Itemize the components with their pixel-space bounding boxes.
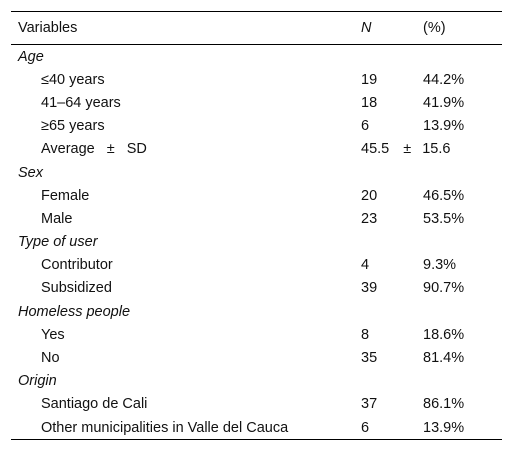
row-pct: 53.5% xyxy=(423,210,465,227)
row-label: ≥65 years xyxy=(41,118,105,135)
average-row: Average ± SD 45.5 ±15.6 xyxy=(11,138,502,161)
group-label: Sex xyxy=(18,164,43,181)
row-pct: 90.7% xyxy=(423,280,465,297)
group-label: Origin xyxy=(18,373,57,390)
row-n: 20 xyxy=(361,187,378,204)
row-pct: 86.1% xyxy=(423,396,465,413)
row-label: No xyxy=(41,350,60,367)
group-row-sex: Sex xyxy=(11,161,502,184)
sd-value: 15.6 xyxy=(422,141,451,158)
row-pct: 13.9% xyxy=(423,118,465,135)
row-n: 19 xyxy=(361,71,378,88)
table-row: Contributor 4 9.3% xyxy=(11,254,502,277)
row-n: 6 xyxy=(361,419,370,436)
group-label: Homeless people xyxy=(18,303,131,320)
table-row: ≤40 years 19 44.2% xyxy=(11,68,502,91)
row-pct: 41.9% xyxy=(423,94,465,111)
row-pct: 46.5% xyxy=(423,187,465,204)
group-row-homeless-people: Homeless people xyxy=(11,300,502,323)
row-label: 41–64 years xyxy=(41,94,121,111)
header-row: Variables N (%) xyxy=(11,11,502,45)
average-label-cell: Average ± SD xyxy=(11,138,361,161)
table-row: Santiago de Cali 37 86.1% xyxy=(11,393,502,416)
row-label: ≤40 years xyxy=(41,71,105,88)
table-row: ≥65 years 6 13.9% xyxy=(11,115,502,138)
table-header: Variables N (%) xyxy=(11,11,502,45)
row-pct: 81.4% xyxy=(423,350,465,367)
table-row: No 35 81.4% xyxy=(11,346,502,369)
table-row: 41–64 years 18 41.9% xyxy=(11,91,502,114)
row-pct: 9.3% xyxy=(423,257,457,274)
row-label: Male xyxy=(41,210,73,227)
table-row: Subsidized 39 90.7% xyxy=(11,277,502,300)
group-row-type-of-user: Type of user xyxy=(11,231,502,254)
average-value-cell: 45.5 ±15.6 xyxy=(361,138,502,161)
demographics-table: Variables N (%) Age ≤40 years 19 44.2% 4… xyxy=(11,11,502,440)
demographics-table-container: Variables N (%) Age ≤40 years 19 44.2% 4… xyxy=(11,11,502,440)
table-row: Other municipalities in Valle del Cauca … xyxy=(11,416,502,440)
average-value: 45.5 xyxy=(361,141,390,158)
group-label: Age xyxy=(18,48,44,65)
plus-minus-sign: ± xyxy=(106,141,115,158)
header-variables: Variables xyxy=(18,20,78,36)
row-label: Contributor xyxy=(41,257,113,274)
group-row-age: Age xyxy=(11,45,502,69)
table-row: Yes 8 18.6% xyxy=(11,323,502,346)
table-row: Female 20 46.5% xyxy=(11,184,502,207)
group-row-origin: Origin xyxy=(11,370,502,393)
row-label: Other municipalities in Valle del Cauca xyxy=(41,419,289,436)
row-n: 18 xyxy=(361,94,378,111)
row-pct: 44.2% xyxy=(423,71,465,88)
row-n: 37 xyxy=(361,396,378,413)
plus-minus-sign: ± xyxy=(403,141,412,158)
row-pct: 18.6% xyxy=(423,326,465,343)
row-label: Santiago de Cali xyxy=(41,396,148,413)
row-n: 4 xyxy=(361,257,370,274)
header-pct: (%) xyxy=(423,20,446,36)
row-n: 8 xyxy=(361,326,370,343)
row-n: 39 xyxy=(361,280,378,297)
sd-label: SD xyxy=(126,141,147,158)
row-n: 6 xyxy=(361,118,370,135)
group-label: Type of user xyxy=(18,234,98,251)
table-row: Male 23 53.5% xyxy=(11,207,502,230)
row-label: Yes xyxy=(41,326,65,343)
row-n: 23 xyxy=(361,210,378,227)
table-body: Age ≤40 years 19 44.2% 41–64 years 18 41… xyxy=(11,45,502,440)
row-label: Subsidized xyxy=(41,280,112,297)
header-n: N xyxy=(361,20,372,36)
row-label: Female xyxy=(41,187,90,204)
row-n: 35 xyxy=(361,350,378,367)
average-label: Average xyxy=(41,141,95,158)
row-pct: 13.9% xyxy=(423,419,465,436)
